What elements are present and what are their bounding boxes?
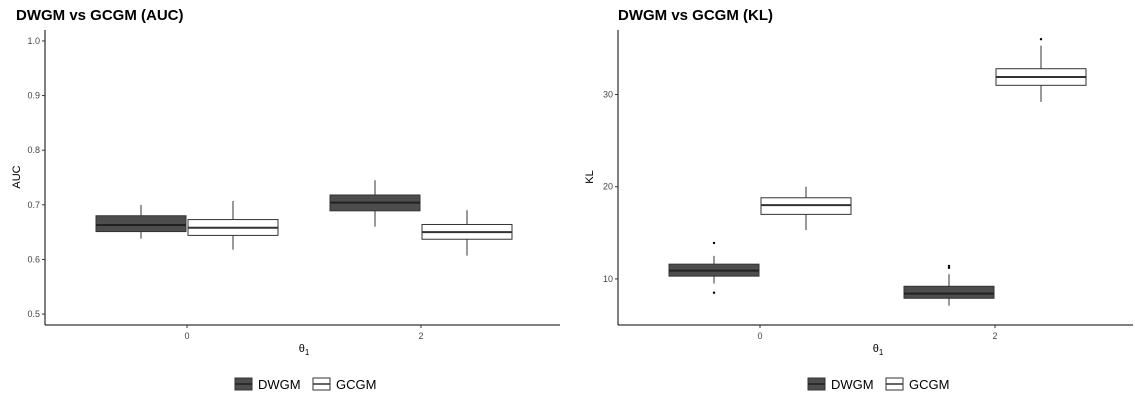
auc-y-tick-label: 0.9: [27, 91, 40, 101]
auc-x-tick-label: 2: [418, 331, 423, 341]
kl-x-tick-label: 0: [757, 331, 762, 341]
auc-x-axis-label-sub: 1: [305, 348, 310, 357]
kl-plot-area: 10 20 30 0 2: [603, 30, 1133, 341]
auc-legend-label-dwgm: DWGM: [258, 377, 301, 392]
outlier-point: [947, 264, 951, 268]
outlier-point: [1039, 38, 1043, 41]
outlier-point: [712, 291, 716, 294]
box-iqr: [903, 285, 995, 299]
outlier-point: [947, 266, 951, 270]
auc-box-gcgm-2: [421, 210, 513, 256]
kl-legend-key-gcgm: [885, 377, 904, 391]
kl-chart-title: DWGM vs GCGM (KL): [618, 7, 773, 24]
auc-chart-title: DWGM vs GCGM (AUC): [16, 7, 184, 24]
auc-box-gcgm-0: [187, 200, 279, 250]
auc-legend: DWGM GCGM: [234, 377, 376, 392]
auc-box-dwgm-0: [95, 204, 187, 239]
kl-x-axis-label-main: θ: [873, 343, 879, 355]
kl-box-gcgm-0: [760, 186, 852, 231]
auc-x-tick-label: 0: [184, 331, 189, 341]
auc-legend-key-gcgm: [312, 377, 331, 391]
kl-x-tick-label: 2: [992, 331, 997, 341]
auc-y-axis-label: AUC: [11, 165, 23, 188]
outlier-point: [712, 241, 716, 245]
auc-panel: DWGM vs GCGM (AUC) AUC θ1 0.50.60.70.80.…: [11, 7, 560, 392]
auc-legend-key-dwgm: [234, 377, 253, 391]
auc-y-tick-label: 0.6: [27, 254, 40, 264]
kl-legend-label-dwgm: DWGM: [831, 377, 874, 392]
kl-x-axis-label: θ1: [873, 343, 884, 357]
auc-y-tick-label: 0.5: [27, 309, 40, 319]
kl-y-tick-label: 20: [603, 182, 613, 192]
kl-y-axis-label: KL: [584, 170, 596, 183]
kl-panel: DWGM vs GCGM (KL) KL θ1 10 20 30 0 2 DWGM GC…: [584, 7, 1133, 392]
auc-y-tick-label: 1.0: [27, 36, 40, 46]
kl-y-tick-label: 10: [603, 274, 613, 284]
kl-legend: DWGM GCGM: [807, 377, 949, 392]
auc-x-axis-label-main: θ: [299, 343, 305, 355]
kl-x-axis-label-sub: 1: [879, 348, 884, 357]
kl-box-dwgm-2: [903, 264, 995, 306]
kl-box-gcgm-2: [995, 38, 1087, 102]
box-iqr: [95, 215, 187, 233]
kl-box-dwgm-0: [668, 241, 760, 294]
auc-x-axis-label: θ1: [299, 343, 310, 357]
kl-legend-key-dwgm: [807, 377, 826, 391]
auc-y-tick-label: 0.7: [27, 200, 40, 210]
auc-y-tick-label: 0.8: [27, 145, 40, 155]
auc-plot-area: 0.5 0.6 0.7 0.8 0.9 1.0 0 2: [27, 30, 560, 341]
auc-legend-label-gcgm: GCGM: [336, 377, 376, 392]
auc-box-dwgm-2: [329, 180, 421, 227]
kl-y-tick-label: 30: [603, 90, 613, 100]
kl-legend-label-gcgm: GCGM: [909, 377, 949, 392]
